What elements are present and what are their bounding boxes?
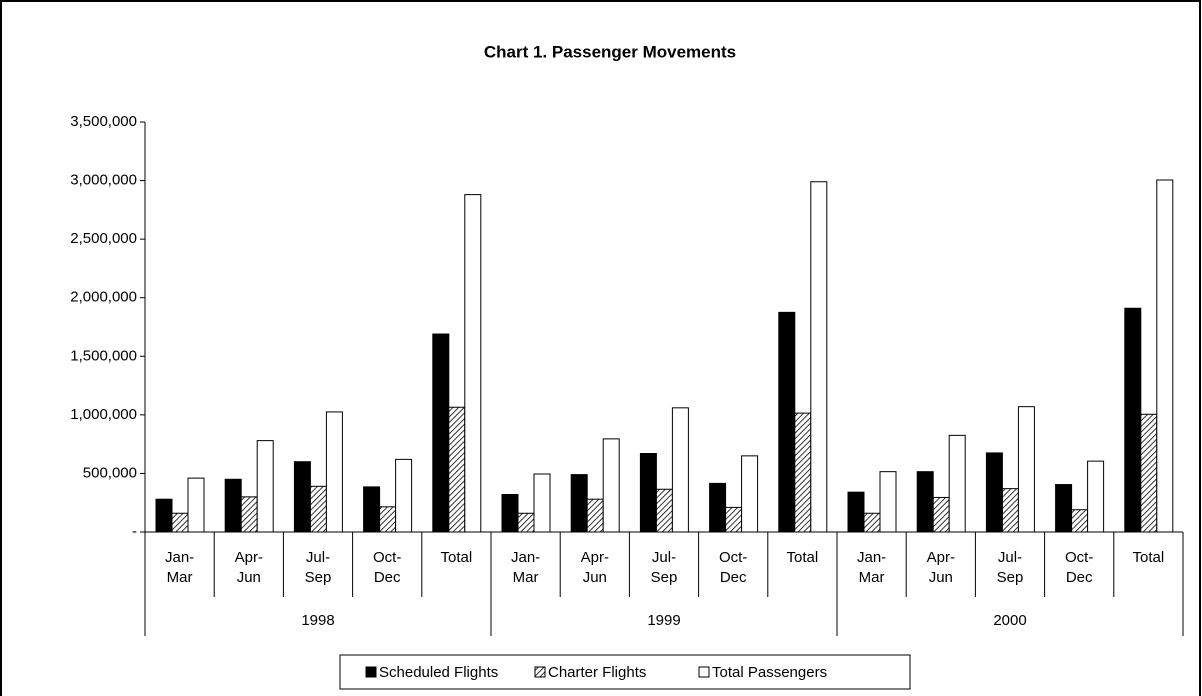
x-tick-label: Jan-Mar	[165, 549, 195, 586]
x-tick-label: Total	[440, 549, 473, 566]
bar	[187, 477, 205, 533]
bar	[464, 194, 482, 533]
bar	[741, 455, 759, 533]
bar	[863, 512, 881, 533]
bar	[448, 406, 466, 533]
legend-swatch	[698, 666, 710, 678]
legend-box	[339, 654, 911, 690]
chart-title: Chart 1. Passenger Movements	[484, 42, 736, 61]
x-tick-label: Oct-Dec	[1065, 549, 1094, 586]
bar	[256, 440, 274, 533]
bar	[309, 485, 327, 533]
y-tick-label: 500,000	[83, 464, 137, 481]
bar	[501, 494, 519, 533]
x-tick-label: Total	[786, 549, 819, 566]
bar	[432, 333, 450, 533]
bar	[1071, 509, 1089, 533]
legend-label: Charter Flights	[548, 664, 646, 681]
bar	[932, 496, 950, 533]
bar	[847, 491, 865, 533]
bar	[570, 474, 588, 533]
bar	[293, 461, 311, 533]
bar	[778, 311, 796, 533]
x-tick-label: Apr-Jun	[580, 549, 609, 586]
bar	[1087, 460, 1105, 533]
x-tick-label: Jan-Mar	[511, 549, 541, 586]
bar	[985, 452, 1003, 533]
x-tick-label: Total	[1132, 549, 1165, 566]
bar	[171, 512, 189, 533]
bar	[948, 434, 966, 533]
x-tick-label: Jul-Sep	[650, 549, 678, 586]
group-label: 1999	[647, 612, 680, 629]
bar	[671, 407, 689, 533]
bar	[1001, 488, 1019, 533]
group-label: 2000	[993, 612, 1026, 629]
bar	[655, 488, 673, 533]
bar	[725, 506, 743, 533]
bar	[879, 471, 897, 533]
bar	[379, 506, 397, 533]
bar	[325, 411, 343, 533]
bar	[709, 482, 727, 533]
bar	[363, 486, 381, 533]
y-tick-label: 2,000,000	[70, 289, 137, 306]
y-tick-label: 1,500,000	[70, 347, 137, 364]
bar	[586, 498, 604, 533]
x-tick-label: Oct-Dec	[373, 549, 402, 586]
bar	[1124, 307, 1142, 533]
bar	[155, 498, 173, 533]
bar	[602, 438, 620, 533]
x-tick-label: Oct-Dec	[719, 549, 748, 586]
bar	[639, 453, 657, 533]
bar	[916, 471, 934, 533]
x-tick-label: Jan-Mar	[857, 549, 887, 586]
y-tick-label: 1,000,000	[70, 406, 137, 423]
bar	[1017, 406, 1035, 533]
bar	[1055, 484, 1073, 533]
y-tick-label: 2,500,000	[70, 230, 137, 247]
x-tick-label: Jul-Sep	[996, 549, 1024, 586]
legend-label: Scheduled Flights	[379, 664, 498, 681]
y-tick-label: 3,000,000	[70, 172, 137, 189]
bar	[240, 496, 258, 533]
group-label: 1998	[301, 612, 334, 629]
bar	[794, 412, 812, 533]
x-tick-label: Apr-Jun	[926, 549, 955, 586]
y-tick-label: -	[132, 523, 137, 540]
legend-swatch	[534, 666, 546, 678]
x-tick-label: Jul-Sep	[304, 549, 332, 586]
legend-label: Total Passengers	[712, 664, 827, 681]
bar	[1140, 413, 1158, 533]
y-tick-label: 3,500,000	[70, 113, 137, 130]
legend-swatch	[365, 666, 377, 678]
bar	[224, 478, 242, 533]
bar	[517, 512, 535, 533]
bar	[810, 181, 828, 533]
bar	[1156, 179, 1174, 533]
x-tick-label: Apr-Jun	[234, 549, 263, 586]
bar	[395, 458, 413, 533]
bar	[533, 473, 551, 533]
